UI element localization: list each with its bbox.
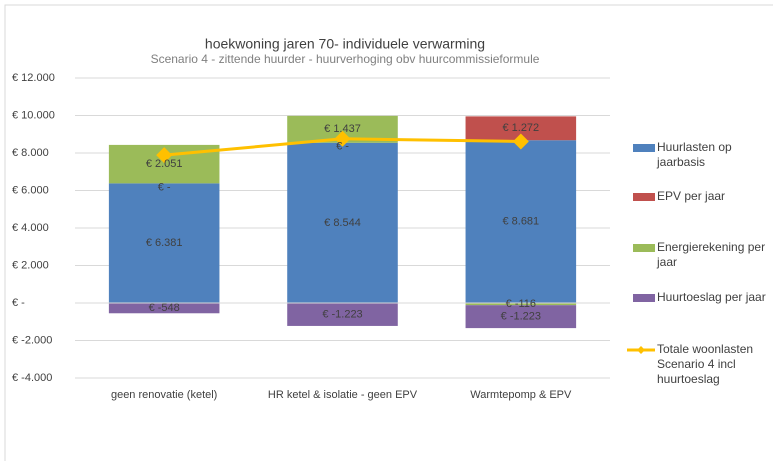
data-label: € -1.223 (322, 308, 362, 320)
bar-segment (465, 303, 577, 306)
bar-segment (465, 140, 577, 303)
chart-border (4, 4, 773, 461)
legend-label: Huurlasten op jaarbasis (657, 140, 732, 169)
x-tick-label: geen renovatie (ketel) (111, 389, 217, 401)
x-tick-label: Warmtepomp & EPV (470, 389, 572, 401)
x-tick-label: HR ketel & isolatie - geen EPV (268, 389, 418, 401)
data-label: € -116 (506, 298, 536, 310)
chart-title: hoekwoning jaren 70- individuele verwarm… (205, 36, 485, 52)
y-tick-label: € 10.000 (12, 109, 55, 121)
bar-segment (108, 183, 220, 303)
data-label: € 2.051 (146, 158, 183, 170)
y-tick-label: € 8.000 (12, 147, 49, 159)
data-label: € -1.223 (501, 311, 541, 323)
data-label: € 1.272 (502, 122, 539, 134)
y-tick-label: € 12.000 (12, 72, 55, 84)
legend-label: Energierekening per jaar (657, 240, 766, 269)
data-label: € -548 (149, 302, 180, 314)
chart-subtitle: Scenario 4 - zittende huurder - huurverh… (151, 52, 540, 66)
bar-segment (465, 305, 577, 329)
bar-segment (465, 116, 577, 141)
line-marker (334, 130, 351, 147)
legend-swatch (637, 346, 645, 354)
y-tick-label: € 6.000 (12, 184, 49, 196)
y-tick-label: € -4.000 (12, 372, 52, 384)
legend-swatch (633, 193, 655, 201)
bar-segment (287, 142, 398, 303)
y-tick-label: € 4.000 (12, 222, 49, 234)
data-label: € - (158, 181, 171, 193)
data-label: € 8.681 (502, 216, 539, 228)
legend-swatch (633, 144, 655, 152)
data-label: € 1.437 (324, 123, 361, 135)
line-marker (512, 133, 529, 150)
legend-label: Huurtoeslag per jaar (657, 290, 766, 304)
bar-segment (108, 303, 220, 314)
y-tick-label: € - (12, 297, 25, 309)
legend-swatch (633, 294, 655, 302)
legend-label: Totale woonlasten Scenario 4 incl huurto… (657, 342, 754, 386)
data-label: € 8.544 (324, 217, 361, 229)
legend-label: EPV per jaar (657, 189, 726, 203)
line-marker (156, 147, 173, 164)
data-label: € - (336, 141, 349, 153)
y-tick-label: € -2.000 (12, 334, 52, 346)
legend-swatch (633, 244, 655, 252)
y-tick-label: € 2.000 (12, 259, 49, 271)
bar-segment (287, 303, 398, 326)
data-label: € 6.381 (146, 237, 183, 249)
